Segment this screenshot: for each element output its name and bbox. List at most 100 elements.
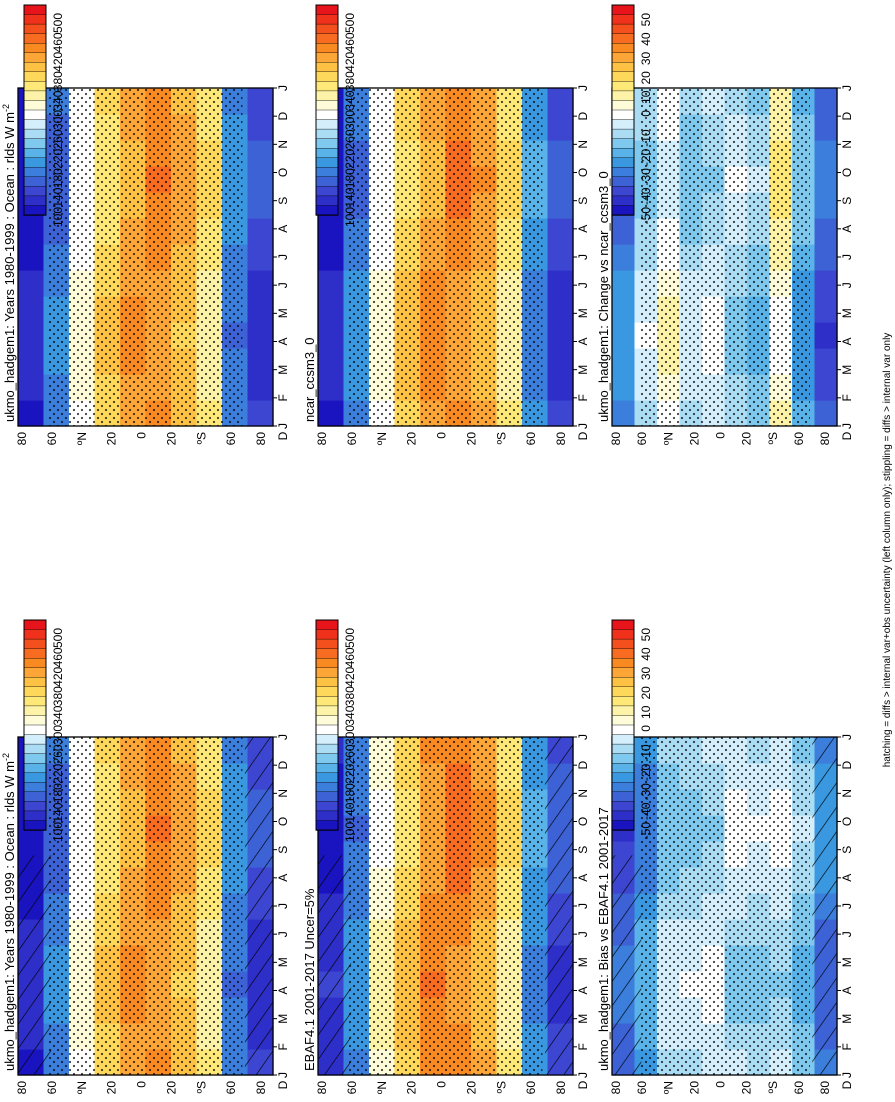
- colorbar-swatch: [315, 186, 339, 197]
- latitude-tick-label: ºS: [494, 432, 508, 444]
- colorbar-swatch: [23, 791, 47, 802]
- colorbar-swatch: [23, 195, 47, 207]
- colorbar-swatch: [23, 205, 47, 216]
- colorbar-swatch: [315, 724, 339, 736]
- heatmap-cell: [547, 244, 574, 271]
- colorbar-swatch: [611, 772, 635, 783]
- month-tick-label: F: [276, 394, 290, 401]
- month-tick-label: A: [276, 986, 290, 994]
- month-tick-label: J: [576, 903, 590, 909]
- colorbar-swatch: [23, 638, 47, 650]
- colorbar-swatch: [611, 801, 635, 812]
- colorbar-swatch: [23, 820, 47, 831]
- colorbar-swatch: [23, 186, 47, 197]
- colorbar-swatch: [315, 810, 339, 822]
- heatmap-cell: [612, 348, 636, 375]
- colorbar-swatch: [23, 109, 47, 121]
- month-tick-label: S: [276, 197, 290, 205]
- heatmap-cell: [247, 374, 274, 401]
- colorbar-swatch: [611, 167, 635, 178]
- latitude-tick-label: ºS: [766, 1081, 780, 1093]
- month-tick-label: M: [276, 365, 290, 375]
- colorbar-tick-label: -10: [639, 744, 653, 762]
- month-tick-label: J: [576, 423, 590, 429]
- month-tick-label: N: [576, 789, 590, 798]
- latitude-tick-label: 80: [315, 1081, 329, 1095]
- colorbar-swatch: [315, 119, 339, 130]
- colorbar-swatch: [315, 743, 339, 755]
- heatmap-cell: [247, 322, 274, 349]
- month-tick-label: J: [576, 254, 590, 260]
- latitude-tick-label: 80: [15, 432, 29, 446]
- colorbar-swatch: [611, 658, 635, 669]
- colorbar-swatch: [23, 648, 47, 659]
- corner-label: D: [576, 431, 590, 440]
- colorbar-tick-label: 220: [51, 763, 65, 783]
- colorbar-swatch: [23, 167, 47, 178]
- month-tick-label: A: [576, 225, 590, 233]
- heatmap-cell: [547, 296, 574, 323]
- heatmap-cell: [814, 166, 838, 193]
- colorbar-swatch: [611, 14, 635, 25]
- latitude-tick-label: 80: [818, 1081, 832, 1095]
- colorbar-tick-label: 460: [343, 647, 357, 667]
- colorbar-swatch: [23, 705, 47, 717]
- month-tick-label: N: [276, 140, 290, 149]
- latitude-tick-label: 80: [609, 1081, 623, 1095]
- heatmap-cell: [318, 374, 345, 401]
- month-tick-label: J: [276, 282, 290, 288]
- month-tick-label: S: [840, 846, 854, 854]
- colorbar-swatch: [315, 801, 339, 812]
- heatmap-cell: [318, 270, 345, 297]
- month-tick-label: J: [840, 734, 854, 740]
- colorbar-swatch: [23, 176, 47, 188]
- month-tick-label: J: [576, 1072, 590, 1078]
- colorbar-swatch: [23, 667, 47, 678]
- colorbar-tick-label: -30: [639, 783, 653, 801]
- colorbar-swatch: [611, 696, 635, 707]
- month-tick-label: M: [576, 957, 590, 967]
- latitude-tick-label: 0: [435, 1081, 449, 1088]
- colorbar-swatch: [611, 176, 635, 188]
- heatmap-cell: [612, 374, 636, 401]
- heatmap-cell: [18, 270, 45, 297]
- latitude-tick-label: 80: [15, 1081, 29, 1095]
- heatmap-cell: [318, 244, 345, 271]
- colorbar-swatch: [611, 677, 635, 688]
- hatch-overlay-south: [544, 737, 573, 1075]
- month-tick-label: M: [840, 957, 854, 967]
- latitude-tick-label: 60: [345, 432, 359, 446]
- latitude-tick-label: ºN: [375, 432, 389, 445]
- colorbar-swatch: [23, 62, 47, 73]
- colorbar-tick-label: 0: [639, 725, 653, 732]
- colorbar-swatch: [315, 686, 339, 697]
- month-tick-label: F: [576, 394, 590, 401]
- heatmap-cell: [18, 400, 45, 427]
- stipple-overlay: [348, 737, 543, 1075]
- heatmap-cell: [318, 348, 345, 375]
- colorbar-swatch: [23, 157, 47, 168]
- colorbar-tick-label: 500: [51, 628, 65, 648]
- colorbar-tick-label: 340: [343, 90, 357, 110]
- colorbar-swatch: [611, 23, 635, 35]
- colorbar-tick-label: 260: [343, 129, 357, 149]
- colorbar-swatch: [23, 71, 47, 83]
- latitude-tick-label: 60: [224, 1081, 238, 1095]
- colorbar-tick-label: 380: [51, 686, 65, 706]
- month-tick-label: A: [840, 986, 854, 994]
- colorbar-tick-label: 420: [51, 51, 65, 71]
- colorbar-swatch: [23, 686, 47, 697]
- colorbar-swatch: [611, 810, 635, 822]
- month-tick-label: A: [840, 225, 854, 233]
- colorbar-tick-label: -50: [639, 207, 653, 225]
- latitude-tick-label: ºS: [766, 432, 780, 444]
- colorbar-swatch: [315, 157, 339, 168]
- heatmap-cell: [247, 88, 274, 115]
- month-tick-label: S: [576, 846, 590, 854]
- colorbar-swatch: [611, 52, 635, 63]
- heatmap-cell: [547, 270, 574, 297]
- colorbar-tick-label: 380: [51, 71, 65, 91]
- month-tick-label: S: [276, 846, 290, 854]
